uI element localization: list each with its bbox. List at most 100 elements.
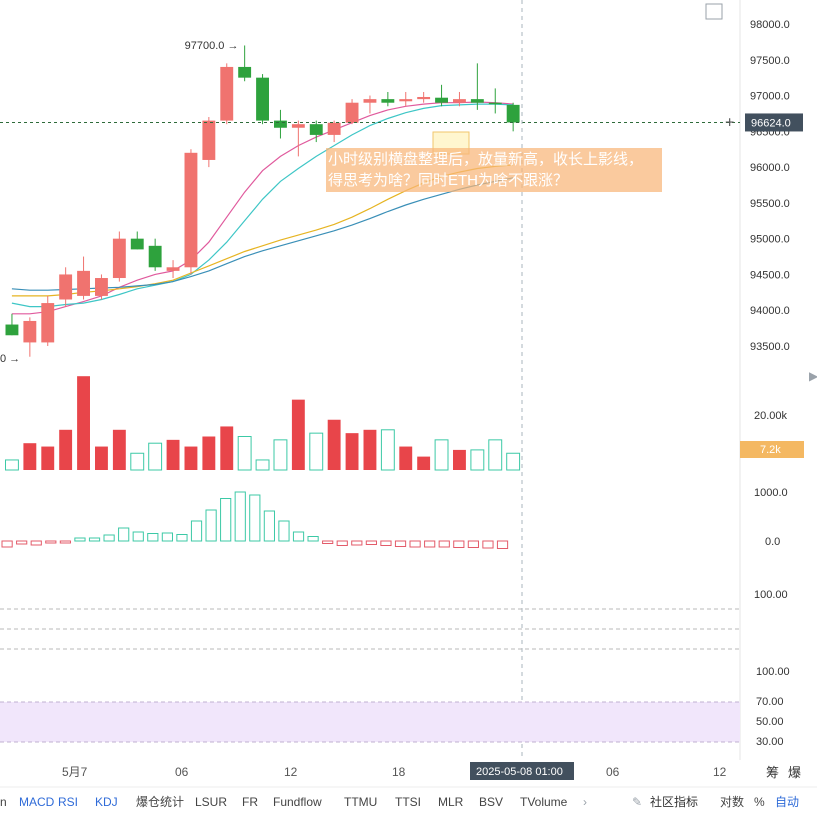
volume-bar[interactable] <box>399 446 413 470</box>
indicator-tab-爆仓统计[interactable]: 爆仓统计 <box>136 795 184 809</box>
indicator-tab-macd[interactable]: MACD <box>19 795 55 809</box>
candle-body[interactable] <box>112 238 126 279</box>
chips-distribution-toggle[interactable]: 筹 <box>766 765 779 780</box>
auto-scale-toggle[interactable]: 自动 <box>775 795 799 809</box>
candle-body[interactable] <box>274 120 287 128</box>
percent-scale-toggle[interactable]: % <box>754 795 765 809</box>
liquidation-toggle[interactable]: 爆 <box>788 765 801 780</box>
crosshair-add-icon[interactable]: + <box>725 114 734 131</box>
macd-histogram-bar <box>45 540 57 544</box>
volume-bar[interactable] <box>130 452 145 471</box>
rsi-tick-label: 50.00 <box>756 716 784 728</box>
candle-body[interactable] <box>488 102 502 105</box>
macd-histogram-bar <box>394 540 407 547</box>
volume-bar[interactable] <box>202 436 216 471</box>
candle-body[interactable] <box>41 303 55 343</box>
volume-bar[interactable] <box>23 443 37 470</box>
volume-bar[interactable] <box>95 446 108 470</box>
macd-histogram-bar <box>59 540 71 544</box>
volume-bar[interactable] <box>488 439 503 471</box>
candle-body[interactable] <box>506 104 520 123</box>
candle-body[interactable] <box>130 238 144 250</box>
annotation-note[interactable]: 小时级别横盘整理后，放量新高，收长上影线， 得思考为啥？同时ETH为啥不跟涨？ <box>326 148 662 192</box>
volume-bar[interactable] <box>309 432 324 471</box>
community-indicator-button[interactable]: 社区指标 <box>650 794 698 809</box>
volume-bar[interactable] <box>77 376 90 470</box>
macd-histogram-bar <box>453 540 465 548</box>
volume-current-label: 7.2k <box>760 444 781 456</box>
volume-bar[interactable] <box>148 442 163 471</box>
volume-bar[interactable] <box>345 433 359 470</box>
volume-bar[interactable] <box>417 456 431 470</box>
macd-histogram-bar <box>380 540 392 546</box>
candle-body[interactable] <box>363 99 377 103</box>
candle-body[interactable] <box>166 267 180 271</box>
volume-bar[interactable] <box>237 436 252 471</box>
candle-body[interactable] <box>453 99 466 103</box>
volume-bar[interactable] <box>184 446 198 470</box>
candle-body[interactable] <box>435 97 448 103</box>
volume-bar[interactable] <box>506 452 521 471</box>
candle-body[interactable] <box>256 77 269 121</box>
candle-body[interactable] <box>399 99 413 102</box>
volume-bar[interactable] <box>470 449 485 471</box>
volume-bar[interactable] <box>41 446 55 470</box>
volume-bar[interactable] <box>380 429 395 471</box>
candle-body[interactable] <box>417 96 431 100</box>
high-price-marker: 97700.0 → <box>185 40 239 52</box>
candle-body[interactable] <box>23 320 37 343</box>
fullscreen-icon[interactable] <box>705 3 723 20</box>
candle-body[interactable] <box>59 274 73 300</box>
volume-bar[interactable] <box>453 449 466 470</box>
indicator-tab-lsur[interactable]: LSUR <box>195 795 227 809</box>
volume-bar[interactable] <box>166 439 180 470</box>
indicator-tab-ttsi[interactable]: TTSI <box>395 795 421 809</box>
candle-body[interactable] <box>148 245 162 268</box>
rsi-tick-label: 70.00 <box>756 696 784 708</box>
candle-body[interactable] <box>291 124 305 128</box>
macd-histogram-bar <box>482 540 494 549</box>
tabs-scroll-right-icon[interactable]: › <box>583 795 587 809</box>
macd-histogram-bar <box>365 540 377 545</box>
volume-bar[interactable] <box>112 429 126 470</box>
candle-body[interactable] <box>345 102 359 123</box>
candle-body[interactable] <box>220 66 234 121</box>
log-scale-toggle[interactable]: 对数 <box>720 794 744 809</box>
candle-body[interactable] <box>309 124 323 135</box>
side-panel-toggle-icon[interactable]: ▶ <box>809 369 817 383</box>
candle-body[interactable] <box>5 324 19 336</box>
volume-bar[interactable] <box>59 429 73 470</box>
annotation-line-2: 得思考为啥？同时ETH为啥不跟涨？ <box>328 172 569 189</box>
indicator-tab-fr[interactable]: FR <box>242 795 258 809</box>
candle-body[interactable] <box>327 122 341 135</box>
indicator-tab-tvolume[interactable]: TVolume <box>520 795 568 809</box>
volume-bar[interactable] <box>291 399 305 470</box>
macd-tick-label: 0.0 <box>765 536 780 548</box>
indicator-tab-fundflow[interactable]: Fundflow <box>273 795 322 809</box>
volume-bar[interactable] <box>327 419 341 470</box>
candle-body[interactable] <box>202 120 216 160</box>
candle-body[interactable] <box>77 270 90 296</box>
indicator-tab-bsv[interactable]: BSV <box>479 795 503 809</box>
price-tick-label: 97500.0 <box>750 55 790 67</box>
indicator-tab-mlr[interactable]: MLR <box>438 795 464 809</box>
candle-body[interactable] <box>184 152 198 268</box>
indicator-tab-rsi[interactable]: RSI <box>58 795 78 809</box>
time-axis-label: 18 <box>392 765 406 779</box>
volume-bar[interactable] <box>220 426 234 470</box>
indicator-tab-n[interactable]: n <box>0 795 7 809</box>
indicator-tab-ttmu[interactable]: TTMU <box>344 795 377 809</box>
candle-body[interactable] <box>470 99 484 103</box>
volume-bar[interactable] <box>273 439 288 471</box>
volume-bar[interactable] <box>255 459 270 471</box>
volume-bar[interactable] <box>434 439 449 471</box>
volume-bar[interactable] <box>363 429 377 470</box>
indicator-tab-kdj[interactable]: KDJ <box>95 795 118 809</box>
candle-body[interactable] <box>381 99 395 103</box>
candle-body[interactable] <box>95 278 108 296</box>
volume-bar[interactable] <box>5 459 19 471</box>
candle-body[interactable] <box>238 66 252 78</box>
